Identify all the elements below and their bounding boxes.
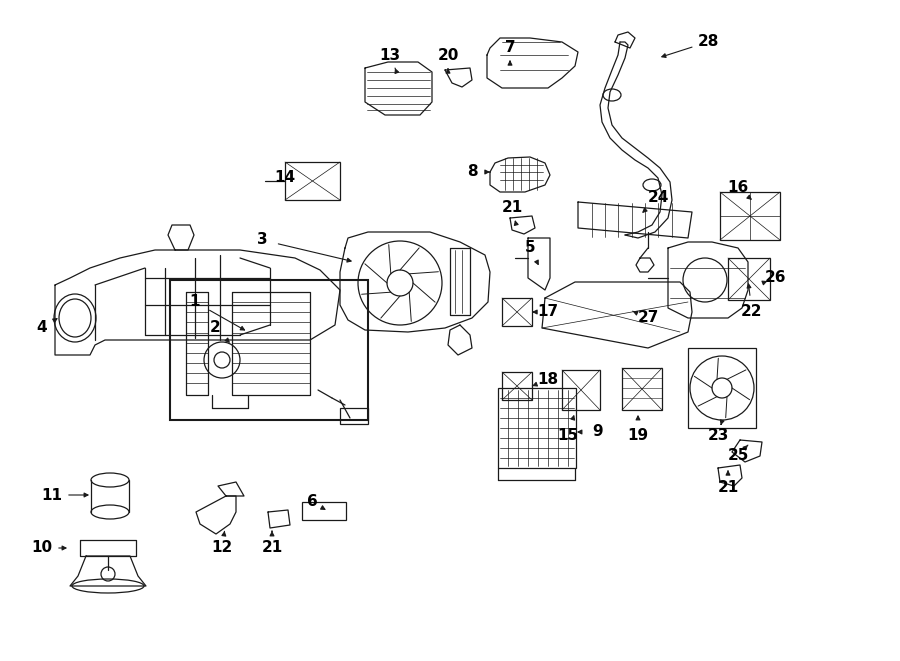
Text: 20: 20 [437,48,459,63]
Text: 2: 2 [210,321,220,336]
Text: 13: 13 [380,48,400,63]
Bar [340,408,368,424]
Text: 10: 10 [32,541,52,555]
Bar [170,280,368,420]
Bar [285,162,340,200]
Text: 27: 27 [637,311,659,325]
Bar [502,372,532,400]
Bar [302,502,346,520]
Text: 6: 6 [307,494,318,510]
Text: 15: 15 [557,428,579,442]
Text: 4: 4 [37,321,48,336]
Bar [720,192,780,240]
Bar [688,348,756,428]
Text: 19: 19 [627,428,649,442]
Text: 22: 22 [742,305,763,319]
Text: 21: 21 [501,200,523,215]
Text: 11: 11 [41,488,62,502]
Text: 1: 1 [190,295,200,309]
Text: 7: 7 [505,40,516,56]
Text: 23: 23 [707,428,729,442]
Bar [562,370,600,410]
Text: 5: 5 [525,241,535,256]
Text: 14: 14 [274,171,295,186]
Text: 8: 8 [467,165,477,180]
Text: 26: 26 [764,270,786,286]
Text: 3: 3 [256,233,267,247]
Text: 21: 21 [717,481,739,496]
Text: 24: 24 [647,190,669,206]
Text: 9: 9 [593,424,603,440]
Text: 21: 21 [261,541,283,555]
Text: 25: 25 [727,447,749,463]
Text: 17: 17 [537,305,559,319]
Text: 18: 18 [537,373,559,387]
Bar [498,388,576,468]
Bar [622,368,662,410]
Bar [502,298,532,326]
Text: 12: 12 [212,541,232,555]
Text: 16: 16 [727,180,749,196]
Bar [728,258,770,300]
Text: 28: 28 [698,34,719,50]
